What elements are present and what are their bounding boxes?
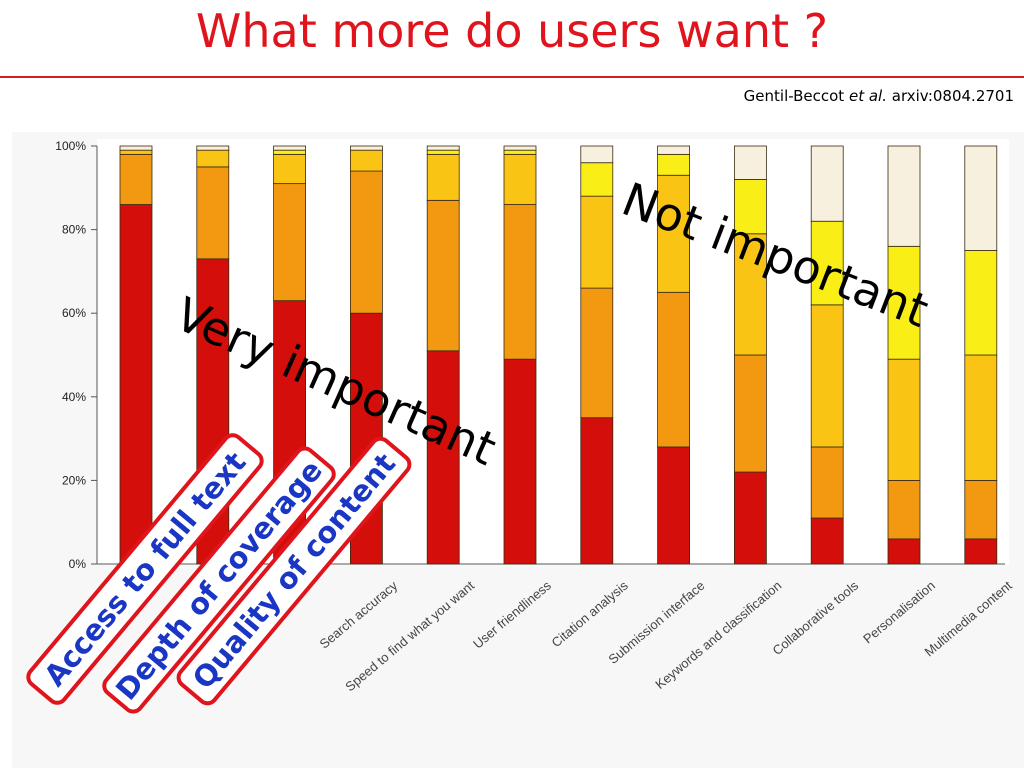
bar-segment bbox=[580, 287, 614, 419]
citation-authors: Gentil-Beccot bbox=[743, 87, 845, 105]
bar-segment bbox=[426, 199, 460, 352]
bar-segment bbox=[119, 145, 153, 151]
bar-segment bbox=[273, 183, 307, 302]
bar-segment bbox=[119, 204, 153, 565]
bar-segment bbox=[734, 471, 767, 565]
bar-segment bbox=[810, 517, 844, 565]
bar-segment bbox=[964, 250, 998, 356]
bar-segment bbox=[657, 153, 690, 176]
bar-segment bbox=[734, 145, 767, 180]
bar-segment bbox=[503, 153, 537, 205]
bar-segment bbox=[119, 153, 153, 205]
bar-segment bbox=[734, 233, 767, 356]
bar-segment bbox=[887, 145, 921, 247]
bar-segment bbox=[349, 145, 383, 151]
bar-segment bbox=[503, 145, 537, 151]
y-axis-ticks: 0% 20% 40% 60% 80% 100% bbox=[55, 139, 97, 571]
y-tick-label: 40% bbox=[62, 390, 86, 404]
y-tick-label: 60% bbox=[62, 306, 86, 320]
bar-segment bbox=[426, 350, 460, 565]
citation-etal: et al. bbox=[848, 87, 887, 105]
bar-segment bbox=[734, 179, 767, 235]
bar-segment bbox=[273, 145, 307, 151]
citation: Gentil-Beccot et al. arxiv:0804.2701 bbox=[744, 87, 1014, 105]
bar-segment bbox=[964, 145, 998, 251]
bar-segment bbox=[657, 174, 690, 293]
bar-segment bbox=[503, 149, 537, 155]
category-badge-frame bbox=[102, 446, 336, 714]
bar-segment bbox=[887, 245, 921, 360]
bar-segment bbox=[887, 358, 921, 481]
bar-segment bbox=[196, 166, 230, 260]
y-tick-label: 100% bbox=[55, 139, 86, 153]
bar-segment bbox=[119, 149, 153, 155]
bar-segment bbox=[580, 417, 614, 565]
bar-segment bbox=[426, 149, 460, 155]
bar-segment bbox=[810, 145, 844, 222]
y-tick-label: 20% bbox=[62, 473, 86, 487]
bar-segment bbox=[810, 304, 844, 448]
y-tick-label: 0% bbox=[69, 557, 87, 571]
bar-segment bbox=[273, 153, 307, 185]
bar-segment bbox=[426, 153, 460, 201]
bar-segment bbox=[349, 170, 383, 314]
bar-segment bbox=[580, 162, 614, 197]
bar-segment bbox=[580, 195, 614, 289]
y-tick-label: 80% bbox=[62, 223, 86, 237]
bar-segment bbox=[657, 446, 690, 565]
citation-ref: arxiv:0804.2701 bbox=[891, 87, 1014, 105]
category-badge-frame bbox=[26, 433, 264, 705]
bar-segment bbox=[503, 358, 537, 565]
bar-segment bbox=[657, 291, 690, 448]
title-divider bbox=[0, 76, 1024, 78]
category-badge-frame bbox=[176, 436, 412, 706]
bar-segment bbox=[964, 479, 998, 540]
bar-segment bbox=[810, 446, 844, 519]
bar-segment bbox=[196, 149, 230, 168]
bar-segment bbox=[426, 145, 460, 151]
bar-segment bbox=[580, 145, 614, 164]
bar-segment bbox=[196, 145, 230, 151]
slide-title: What more do users want ? bbox=[195, 4, 829, 58]
bar-segment bbox=[273, 149, 307, 155]
plot-area bbox=[97, 139, 1009, 565]
bar-segment bbox=[964, 538, 998, 565]
bar-segment bbox=[887, 479, 921, 540]
bar-segment bbox=[887, 538, 921, 565]
bar-segment bbox=[349, 149, 383, 172]
bar-segment bbox=[810, 220, 844, 306]
bar-series bbox=[119, 145, 998, 565]
bar-segment bbox=[964, 354, 998, 481]
bar-segment bbox=[657, 145, 690, 155]
bar-segment bbox=[734, 354, 767, 473]
bar-segment bbox=[503, 204, 537, 360]
